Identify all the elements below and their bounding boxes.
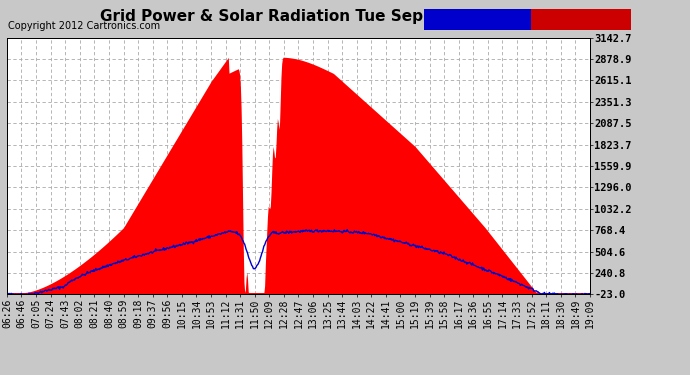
Text: Grid  (AC Watts): Grid (AC Watts) — [537, 15, 626, 25]
Text: Radiation (w/m2): Radiation (w/m2) — [431, 15, 525, 25]
Text: Copyright 2012 Cartronics.com: Copyright 2012 Cartronics.com — [8, 21, 160, 31]
Text: Grid Power & Solar Radiation Tue Sep 4 19:10: Grid Power & Solar Radiation Tue Sep 4 1… — [100, 9, 493, 24]
